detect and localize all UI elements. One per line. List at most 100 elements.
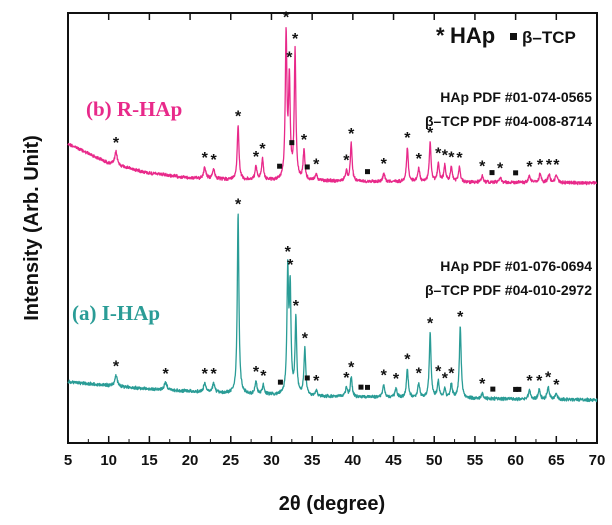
hap-peak-marker: * (479, 376, 486, 393)
peak-marker-layer: ** *** ****** ******* * * ** * * * * ** * * *** ****** *… (113, 9, 560, 393)
legend-tcp-symbol (510, 33, 517, 40)
tcp-peak-marker (489, 170, 495, 176)
tcp-peak-marker (289, 140, 295, 146)
hap-peak-marker: * (416, 151, 423, 168)
series-b-ref-tcp: β–TCP PDF #04-008-8714 (425, 113, 592, 129)
legend: * HAp β–TCP (436, 23, 576, 48)
hap-peak-marker: * (292, 31, 299, 48)
hap-peak-marker: * (293, 298, 300, 315)
x-tick-label: 35 (304, 452, 321, 469)
x-tick-label: 50 (426, 452, 443, 469)
series-b-labels: (b) R-HAp HAp PDF #01-074-0565 β–TCP PDF… (86, 89, 592, 129)
hap-peak-marker: * (479, 159, 486, 176)
tcp-peak-marker (516, 386, 522, 392)
legend-hap-label: HAp (450, 23, 495, 48)
hap-peak-marker: * (211, 152, 218, 169)
hap-peak-marker: * (416, 366, 423, 383)
series-a-labels: (a) I-HAp HAp PDF #01-076-0694 β–TCP PDF… (72, 258, 592, 325)
legend-tcp-label: β–TCP (522, 28, 576, 47)
hap-peak-marker: * (526, 159, 533, 176)
hap-peak-marker: * (553, 377, 560, 394)
hap-peak-marker: * (202, 150, 209, 167)
x-tick-label: 45 (385, 452, 402, 469)
x-tick-label: 30 (263, 452, 280, 469)
hap-peak-marker: * (287, 257, 294, 274)
hap-peak-marker: * (253, 149, 260, 166)
hap-peak-marker: * (113, 358, 120, 375)
x-tick-label: 40 (345, 452, 362, 469)
hap-peak-marker: * (526, 373, 533, 390)
series-line (67, 213, 598, 403)
legend-hap-symbol: * (436, 23, 445, 48)
series-label-r-hap: (b) R-HAp (86, 97, 182, 121)
hap-peak-marker: * (381, 156, 388, 173)
hap-peak-marker: * (404, 130, 411, 147)
hap-peak-marker: * (545, 370, 552, 387)
tcp-peak-marker (490, 386, 496, 392)
hap-peak-marker: * (301, 132, 308, 149)
series-layer (67, 27, 598, 403)
series-a-ref-tcp: β–TCP PDF #04-010-2972 (425, 282, 592, 298)
hap-peak-marker: * (546, 157, 553, 174)
tcp-peak-marker (304, 164, 310, 170)
x-tick-label: 10 (100, 452, 117, 469)
hap-peak-marker: * (259, 141, 266, 158)
hap-peak-marker: * (253, 364, 260, 381)
series-label-i-hap: (a) I-HAp (72, 301, 160, 325)
hap-peak-marker: * (448, 149, 455, 166)
series-line (67, 27, 598, 186)
hap-peak-marker: * (442, 147, 449, 164)
hap-peak-marker: * (235, 108, 242, 125)
series-b-ref-hap: HAp PDF #01-074-0565 (440, 89, 592, 105)
hap-peak-marker: * (113, 135, 120, 152)
series-a-ref-hap: HAp PDF #01-076-0694 (440, 258, 592, 274)
x-tick-label: 55 (467, 452, 484, 469)
x-tick-label: 70 (589, 452, 606, 469)
tcp-peak-marker (513, 386, 519, 392)
hap-peak-marker: * (286, 49, 293, 66)
y-axis-title: Intensity (Arb. Unit) (21, 135, 43, 321)
tcp-peak-marker (364, 169, 370, 175)
tcp-peak-marker (358, 384, 364, 390)
hap-peak-marker: * (285, 244, 292, 261)
hap-peak-marker: * (427, 125, 434, 142)
x-axis-ticks: 5 10 15 20 25 30 35 40 45 50 55 60 65 70 (64, 13, 606, 469)
hap-peak-marker: * (553, 157, 560, 174)
hap-peak-marker: * (537, 157, 544, 174)
hap-peak-marker: * (457, 309, 464, 326)
hap-peak-marker: * (343, 370, 350, 387)
hap-peak-marker: * (381, 368, 388, 385)
tcp-peak-marker (513, 170, 519, 176)
hap-peak-marker: * (313, 373, 320, 390)
hap-peak-marker: * (348, 360, 355, 377)
hap-peak-marker: * (202, 366, 209, 383)
hap-peak-marker: * (260, 368, 267, 385)
x-tick-label: 15 (141, 452, 158, 469)
tcp-peak-marker (304, 375, 310, 381)
hap-peak-marker: * (435, 146, 442, 163)
plot-frame (67, 12, 598, 444)
hap-peak-marker: * (435, 363, 442, 380)
x-axis-title: 2θ (degree) (279, 493, 385, 515)
hap-peak-marker: * (283, 9, 290, 26)
hap-peak-marker: * (497, 160, 504, 177)
hap-peak-marker: * (536, 373, 543, 390)
hap-peak-marker: * (348, 126, 355, 143)
tcp-peak-marker (277, 163, 283, 169)
x-tick-label: 65 (548, 452, 565, 469)
hap-peak-marker: * (404, 351, 411, 368)
x-tick-label: 20 (182, 452, 199, 469)
hap-peak-marker: * (442, 371, 449, 388)
hap-peak-marker: * (343, 153, 350, 170)
hap-peak-marker: * (313, 157, 320, 174)
x-tick-label: 5 (64, 452, 72, 469)
tcp-peak-marker (277, 379, 283, 385)
x-tick-label: 25 (222, 452, 239, 469)
tcp-peak-marker (364, 384, 370, 390)
hap-peak-marker: * (235, 197, 242, 214)
hap-peak-marker: * (448, 365, 455, 382)
hap-peak-marker: * (456, 150, 463, 167)
hap-peak-marker: * (302, 330, 309, 347)
hap-peak-marker: * (427, 316, 434, 333)
